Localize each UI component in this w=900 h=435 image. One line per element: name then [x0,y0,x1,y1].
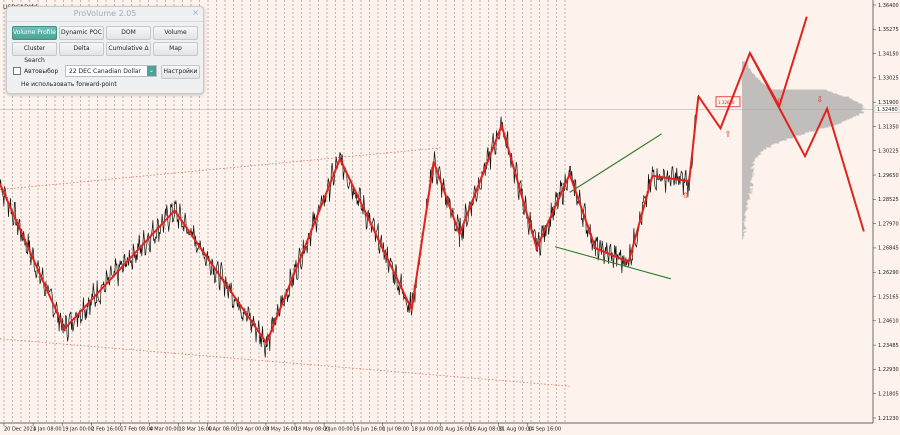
x-tick-label: 4 Jan 08:00 [33,427,61,433]
x-tick-label: 18 May 08:00 [295,427,329,433]
panel-button-grid: Volume Profile Dynamic POC DOM Volume Cluste… [12,26,198,64]
x-tick-label: 3 May 16:00 [266,427,297,433]
channel-layer [0,133,671,387]
x-tick-label: 1 Jul 08:00 [382,427,409,433]
y-tick-label: 1.33025 [878,76,899,82]
x-tick-label: 18 Mar 16:00 [179,427,212,433]
poc-label: 1.32600 [718,100,735,105]
y-tick-label: 1.27970 [878,221,899,227]
y-tick-label: 1.30225 [878,149,899,155]
chevron-down-icon[interactable]: ⌄ [147,66,156,76]
x-tick-label: 19 Jan 00:00 [62,427,94,433]
auto-select-checkbox[interactable]: Автовыбор [13,67,58,75]
y-tick-label: 1.23485 [878,343,899,349]
x-tick-label: 4 Apr 08:00 [208,427,237,433]
y-tick-label: 1.25165 [878,294,899,300]
channel-line [0,147,442,191]
panel-button-volume-profile[interactable]: Volume Profile [12,26,57,40]
checkbox-icon[interactable] [13,67,21,75]
arrow-marker: ⇧ [682,191,689,200]
x-tick-label: 16 Aug 08:00 [470,427,504,433]
x-tick-label: 31 Aug 00:00 [499,427,533,433]
x-tick-label: 1 Aug 16:00 [441,427,472,433]
y-tick-label: 1.21805 [878,392,899,398]
forward-point-label: Не использовать forward-point [21,81,117,88]
x-tick-label: 17 Feb 08:00 [120,427,153,433]
close-icon[interactable]: × [192,8,199,17]
y-tick-label: 1.22930 [878,367,899,373]
y-tick-label: 1.35275 [878,27,899,33]
arrow-marker: ⇧ [724,130,731,139]
panel-title: ProVolume 2.05 [7,7,203,22]
x-tick-label: 2 Jun 00:00 [324,427,353,433]
zigzag-layer: ⇧ ⇧ ⇩ ⇩ [0,16,865,346]
y-tick-label: 1.26290 [878,270,899,276]
x-tick-label: 18 Jul 00:00 [411,427,441,433]
panel-button-cumulative[interactable]: Cumulative Δ [106,42,151,56]
y-tick-label: 1.34150 [878,51,899,57]
y-tick-label: 1.28525 [878,197,899,203]
volume-profile-layer: 1.32600 [0,61,873,240]
y-tick-label: 1.31350 [878,124,899,130]
y-tick-label: 1.36400 [878,3,899,9]
auto-select-label: Автовыбор [24,67,59,75]
arrow-marker: ⇩ [776,98,783,107]
x-tick-label: 14 Sep 16:00 [528,427,561,433]
zigzag-line [0,96,700,346]
channel-line [569,133,662,193]
arrow-marker: ⇩ [816,95,823,104]
x-tick-label: 4 Mar 00:00 [150,427,180,433]
settings-button[interactable]: Настройки [161,65,200,79]
panel-button-cluster-search[interactable]: Cluster Search [12,42,57,64]
y-tick-label: 1.26845 [878,246,899,252]
panel-button-volume[interactable]: Volume [153,26,198,40]
current-price-label: 1.32480 [877,107,898,113]
y-tick-label: 1.31900 [878,100,899,106]
symbol-select-value: 22 DEC Canadian Dollar [69,68,142,75]
forecast-line [749,52,865,232]
y-tick-label: 1.24610 [878,319,899,325]
y-tick-label: 1.29650 [878,173,899,179]
panel-button-delta[interactable]: Delta [59,42,104,56]
x-tick-label: 2 Feb 16:00 [91,427,121,433]
provolume-panel: ProVolume 2.05 × Volume Profile Dynamic P… [6,6,204,94]
symbol-select[interactable]: 22 DEC Canadian Dollar ⌄ [65,65,157,77]
panel-button-dom[interactable]: DOM [106,26,151,40]
channel-line [0,338,570,387]
y-tick-label: 1.21230 [878,416,899,422]
current-price-tag [874,105,900,114]
x-tick-label: 19 Apr 00:00 [237,427,270,433]
x-tick-label: 20 Dec 2021 [4,427,36,433]
x-tick-label: 16 Jun 16:00 [353,427,385,433]
panel-button-dynamic-poc[interactable]: Dynamic POC [59,26,104,40]
panel-symbol-row: Автовыбор 22 DEC Canadian Dollar ⌄ Настр… [12,64,200,79]
panel-button-map[interactable]: Map [153,42,198,56]
channel-line [554,246,671,280]
grid-layer [3,0,566,423]
